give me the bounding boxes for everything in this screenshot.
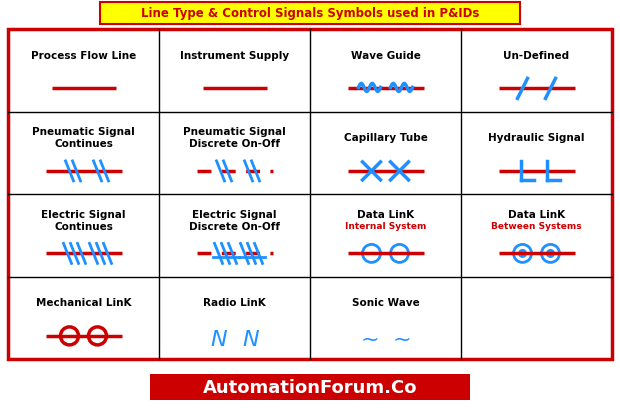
Text: Discrete On-Off: Discrete On-Off <box>189 139 280 149</box>
Circle shape <box>61 327 79 345</box>
Text: Capillary Tube: Capillary Tube <box>343 133 427 143</box>
Bar <box>150 374 470 400</box>
Text: Un-Defined: Un-Defined <box>503 51 570 61</box>
Text: N: N <box>210 329 227 349</box>
Text: Data LinK: Data LinK <box>508 209 565 219</box>
Text: Continues: Continues <box>54 139 113 149</box>
Bar <box>8 30 612 359</box>
Text: Electric Signal: Electric Signal <box>42 209 126 219</box>
Text: Between Systems: Between Systems <box>491 221 582 230</box>
Text: Discrete On-Off: Discrete On-Off <box>189 221 280 231</box>
Text: Mechanical LinK: Mechanical LinK <box>36 298 131 308</box>
Text: Pneumatic Signal: Pneumatic Signal <box>32 127 135 137</box>
Text: AutomationForum.Co: AutomationForum.Co <box>203 378 417 396</box>
Text: Hydraulic Signal: Hydraulic Signal <box>489 133 585 143</box>
Text: Continues: Continues <box>54 221 113 231</box>
Text: Sonic Wave: Sonic Wave <box>352 298 419 308</box>
Text: ~: ~ <box>392 329 411 349</box>
Text: Line Type & Control Signals Symbols used in P&IDs: Line Type & Control Signals Symbols used… <box>141 7 479 20</box>
Bar <box>100 3 520 25</box>
Text: ~: ~ <box>360 329 379 349</box>
Text: Internal System: Internal System <box>345 221 426 230</box>
Text: Radio LinK: Radio LinK <box>203 298 266 308</box>
Circle shape <box>89 327 107 345</box>
Text: Pneumatic Signal: Pneumatic Signal <box>183 127 286 137</box>
Text: Data LinK: Data LinK <box>357 209 414 219</box>
Circle shape <box>518 249 527 258</box>
Text: Process Flow Line: Process Flow Line <box>31 51 136 61</box>
Circle shape <box>546 249 555 258</box>
Text: Instrument Supply: Instrument Supply <box>180 51 289 61</box>
Text: Electric Signal: Electric Signal <box>192 209 277 219</box>
Text: N: N <box>242 329 259 349</box>
Text: Wave Guide: Wave Guide <box>350 51 420 61</box>
